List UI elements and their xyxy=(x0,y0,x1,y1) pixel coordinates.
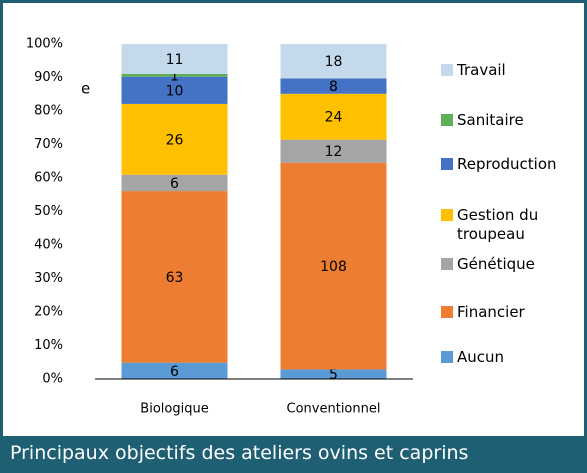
y-tick-label: 40% xyxy=(34,238,63,253)
data-label: 18 xyxy=(325,54,343,70)
chart: e 0% 10% 20% 30% 40% 50% 60% 70% 80% 90% 100% 6 63 6 2… xyxy=(26,37,413,417)
data-label: 8 xyxy=(329,79,338,95)
data-label: 6 xyxy=(170,176,179,192)
bar-segment xyxy=(280,44,387,79)
y-tick-label: 10% xyxy=(34,338,63,353)
y-tick-label: 80% xyxy=(34,104,63,119)
legend-item: Travail xyxy=(441,61,581,80)
legend-label: Aucun xyxy=(457,348,505,366)
legend-item: Gestion du troupeau xyxy=(441,206,581,244)
bar-segment xyxy=(121,76,228,104)
bar-segment xyxy=(121,191,228,363)
bar-segment xyxy=(280,93,387,140)
legend-item: Aucun xyxy=(441,348,581,367)
bar-segment xyxy=(280,139,387,163)
legend-item: Génétique xyxy=(441,255,581,274)
bar-segment xyxy=(121,103,228,175)
y-tick-label: 100% xyxy=(26,37,63,52)
bar-segment xyxy=(121,362,228,379)
data-label: 26 xyxy=(166,132,184,148)
x-tick-label: Conventionnel xyxy=(287,402,381,417)
legend-label: Financier xyxy=(457,303,525,321)
data-label: 24 xyxy=(325,110,343,126)
y-tick-label: 0% xyxy=(42,372,63,387)
data-label: 108 xyxy=(320,259,347,275)
legend-label: Génétique xyxy=(457,255,535,273)
legend-swatch xyxy=(441,306,453,318)
legend-swatch xyxy=(441,114,453,126)
legend-item: Sanitaire xyxy=(441,111,581,130)
bar-segment xyxy=(121,174,228,192)
annotation: e xyxy=(81,80,90,98)
legend-swatch xyxy=(441,209,453,221)
legend-label: Gestion du troupeau xyxy=(457,206,539,243)
bar-segment xyxy=(121,73,228,77)
bar-segment xyxy=(121,44,228,74)
y-tick-label: 20% xyxy=(34,305,63,320)
legend-label: Reproduction xyxy=(457,155,557,173)
data-label: 1 xyxy=(170,68,179,84)
legend-label: Travail xyxy=(457,61,506,79)
legend-swatch xyxy=(441,158,453,170)
data-label: 12 xyxy=(325,144,343,160)
data-label: 11 xyxy=(166,52,184,68)
data-label: 10 xyxy=(166,83,184,99)
legend-item: Financier xyxy=(441,303,581,322)
data-label: 6 xyxy=(170,364,179,380)
y-tick-label: 30% xyxy=(34,271,63,286)
y-tick-label: 90% xyxy=(34,70,63,85)
legend-label: Sanitaire xyxy=(457,111,524,129)
legend-swatch xyxy=(441,351,453,363)
y-tick-label: 50% xyxy=(34,204,63,219)
y-tick-label: 70% xyxy=(34,137,63,152)
chart-title: Principaux objectifs des ateliers ovins … xyxy=(3,436,584,470)
data-label: 5 xyxy=(329,367,338,383)
bar-segment xyxy=(280,162,387,370)
legend-item: Reproduction xyxy=(441,155,581,174)
data-label: 63 xyxy=(166,270,184,286)
legend-swatch xyxy=(441,64,453,76)
x-tick-label: Biologique xyxy=(140,402,208,417)
bar-segment xyxy=(280,78,387,94)
bar-segment xyxy=(280,369,387,379)
legend-swatch xyxy=(441,258,453,270)
y-tick-label: 60% xyxy=(34,171,63,186)
